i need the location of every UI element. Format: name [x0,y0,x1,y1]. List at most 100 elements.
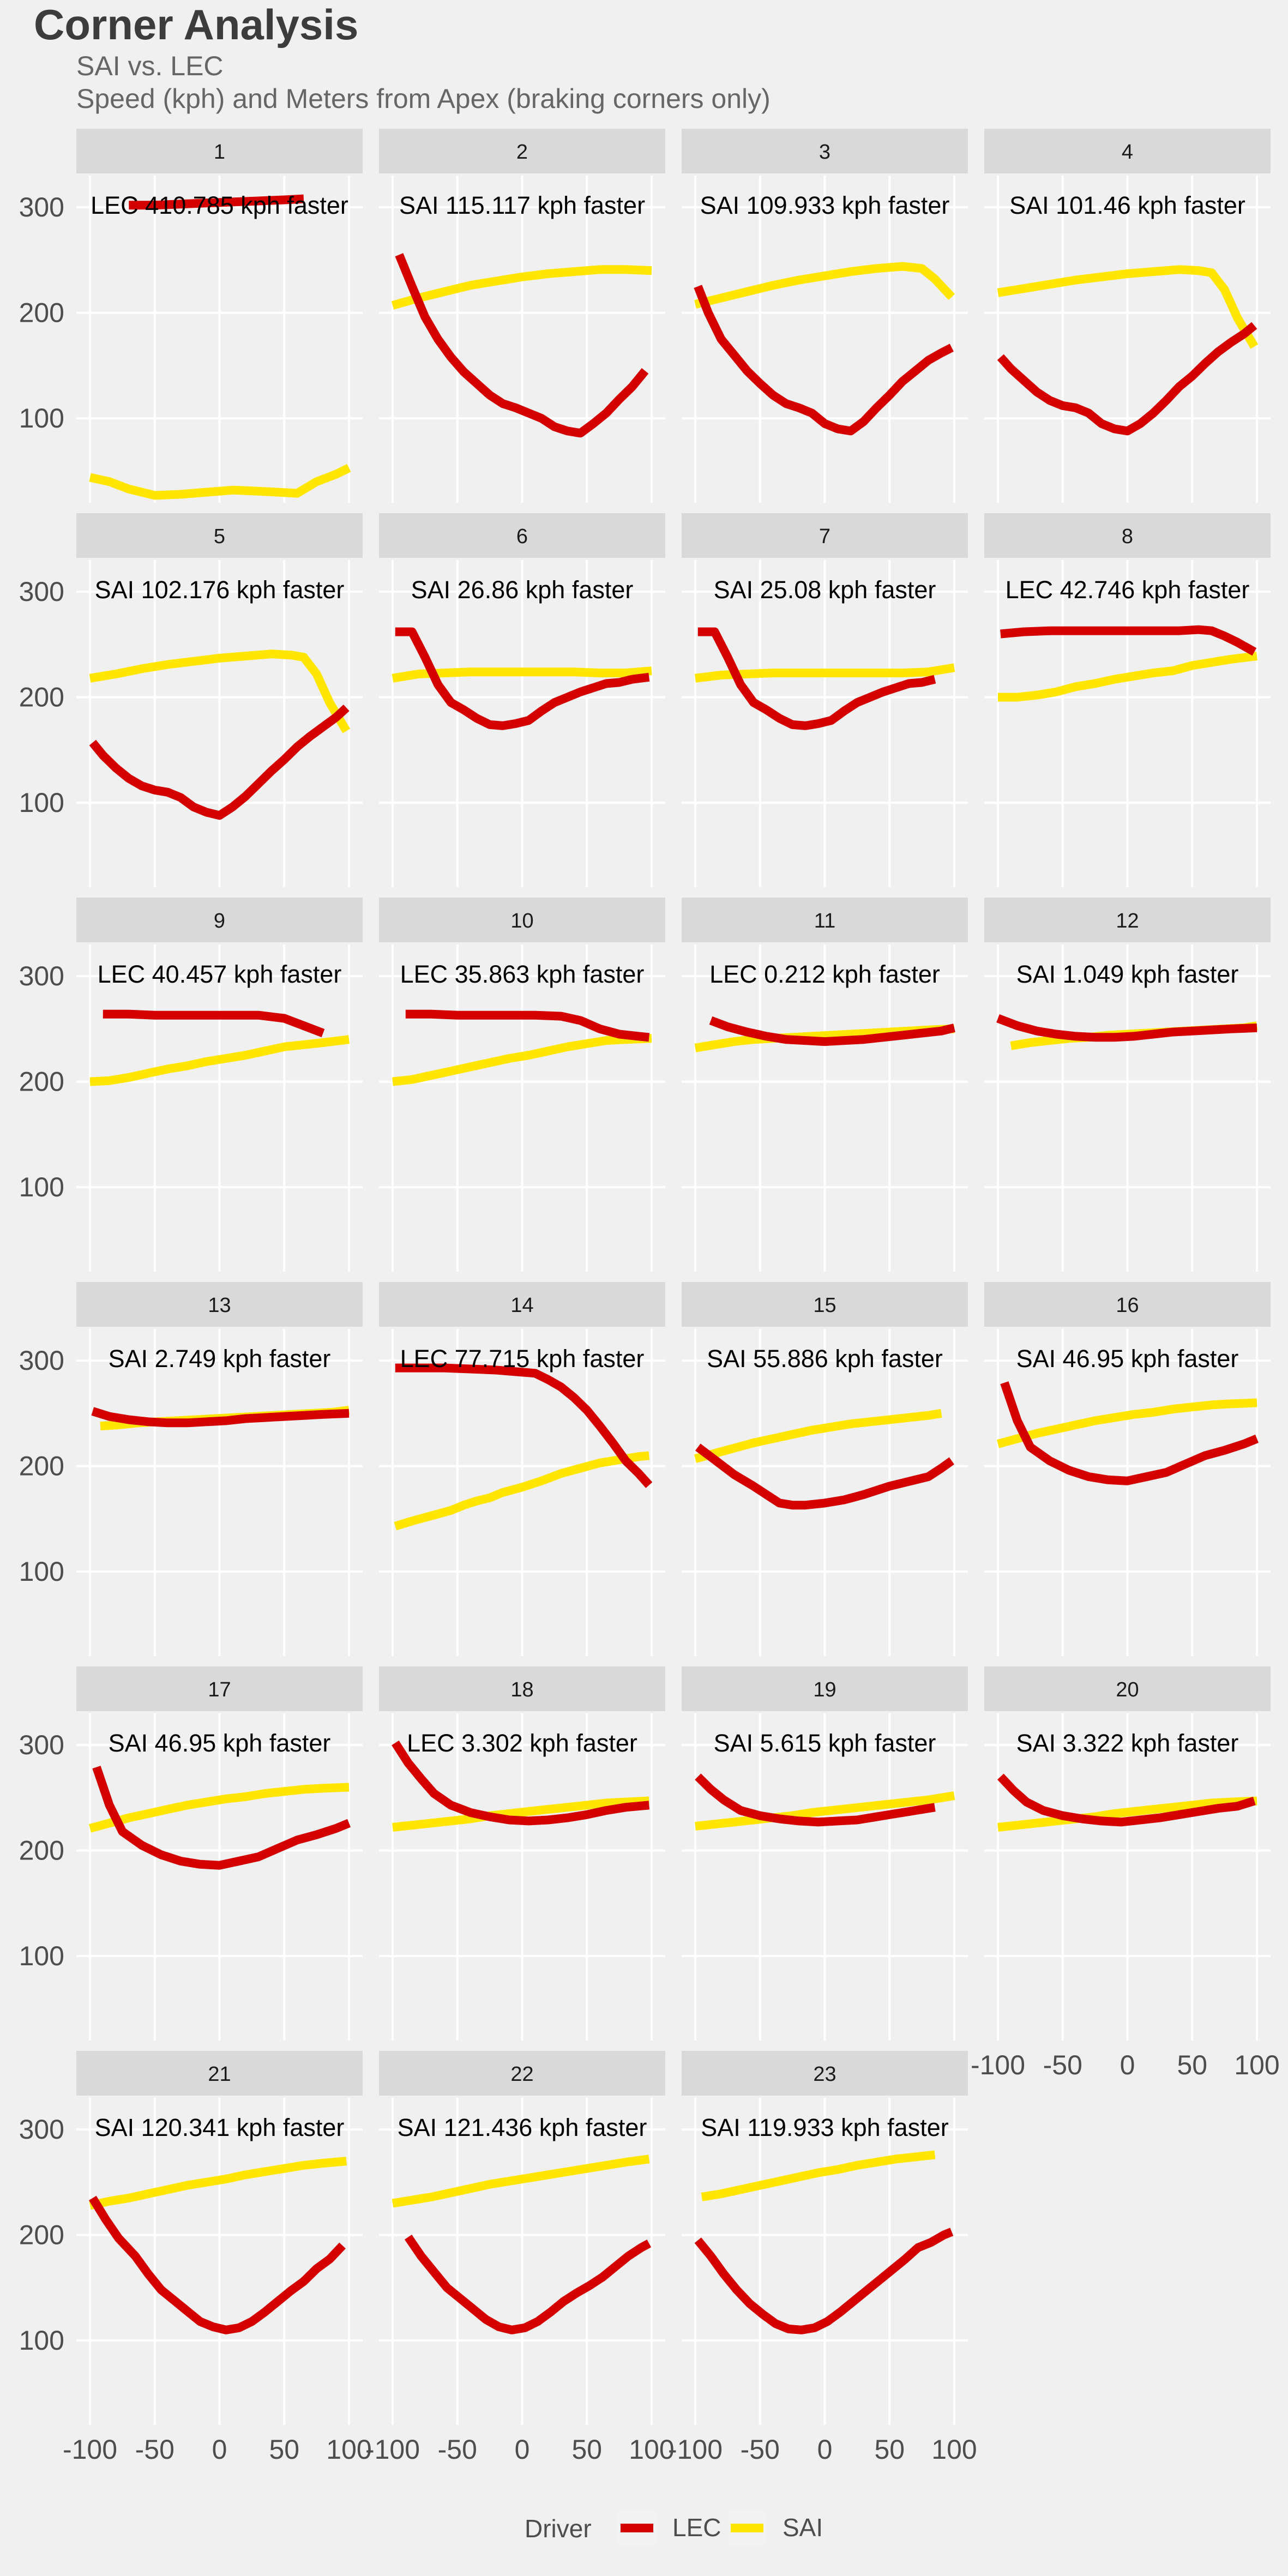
facet-panel-23: 23 SAI 119.933 kph faster [682,2051,968,2425]
x-tick-label: 0 [212,2434,227,2465]
annotation-label: SAI 101.46 kph faster [1009,191,1245,219]
facet-panel-2: 2 SAI 115.117 kph faster [379,129,665,503]
facet-panel-15: 15 SAI 55.886 kph faster [682,1282,968,1656]
x-tick-label: -100 [971,2050,1025,2080]
facet-strip-label: 23 [813,2063,836,2086]
series-line-lec [695,1443,954,1510]
series-line-sai [694,262,955,309]
facet-strip-label: 4 [1122,141,1133,164]
chart-title: Corner Analysis [34,1,358,49]
series-line-lec [129,194,304,210]
y-tick-label: 100 [19,403,64,434]
facet-panel-5: 5 SAI 102.176 kph faster [76,513,363,887]
series-line-lec [996,1014,1257,1042]
facet-panel-8: 8 LEC 42.746 kph faster [984,513,1271,887]
annotation-label: SAI 109.933 kph faster [700,191,950,219]
x-tick-label: 100 [326,2434,371,2465]
series-line-lec [395,253,649,438]
x-tick-label: 50 [571,2434,602,2465]
facet-strip [984,1282,1271,1327]
facet-strip [682,129,968,173]
chart-subtitle-description: Speed (kph) and Meters from Apex (brakin… [76,83,771,114]
annotation-label: LEC 40.457 kph faster [98,960,342,988]
annotation-label: LEC 0.212 kph faster [709,960,940,988]
facet-strip-label: 10 [510,910,533,932]
x-tick-label: 50 [874,2434,905,2465]
facet-strip-label: 16 [1116,1294,1139,1317]
facet-strip [984,898,1271,942]
legend-label-sai: SAI [783,2513,823,2542]
facet-strip-label: 9 [214,910,225,932]
facet-panel-6: 6 SAI 26.86 kph faster [379,513,665,887]
annotation-label: SAI 46.95 kph faster [109,1729,331,1757]
facet-panel-1: 1 LEC 410.785 kph faster [76,129,363,503]
facet-panel-20: 20 SAI 3.322 kph faster [984,1666,1271,2041]
series-line-lec [1000,625,1257,656]
facet-strip [682,1666,968,1711]
x-tick-label: -50 [1043,2050,1082,2080]
facet-strip-label: 13 [208,1294,231,1317]
series-line-sai [89,1035,350,1086]
facet-strip-label: 6 [516,525,528,548]
annotation-label: SAI 25.08 kph faster [714,576,936,604]
series-line-lec [89,705,350,820]
x-tick-label: -50 [135,2434,174,2465]
series-line-lec [404,2234,652,2334]
facet-strip [379,129,665,173]
annotation-label: LEC 410.785 kph faster [91,191,348,219]
facet-strip-label: 5 [214,525,225,548]
x-tick-label: 0 [1120,2050,1135,2080]
facet-strip [682,1282,968,1327]
series-line-sai [89,2157,347,2210]
facet-strip-label: 14 [510,1294,533,1317]
series-line-lec [697,627,936,730]
facet-panel-19: 19 SAI 5.615 kph faster [682,1666,968,2041]
facet-panel-3: 3 SAI 109.933 kph faster [682,129,968,503]
facet-panel-13: 13 SAI 2.749 kph faster [76,1282,363,1656]
x-tick-label: -100 [365,2434,420,2465]
facet-panel-4: 4 SAI 101.46 kph faster [984,129,1271,503]
facet-panel-16: 16 SAI 46.95 kph faster [984,1282,1271,1656]
facet-panel-14: 14 LEC 77.715 kph faster [379,1282,665,1656]
facet-strip-label: 22 [510,2063,533,2086]
series-line-lec [392,1740,650,1826]
x-tick-label: -100 [63,2434,117,2465]
series-line-sai [392,1034,652,1086]
facet-strip [984,129,1271,173]
series-line-sai [701,2150,936,2201]
y-tick-label: 200 [19,682,64,713]
facet-strip [76,513,363,558]
series-line-sai [695,1791,955,1831]
series-line-lec [88,2195,346,2334]
series-line-sai [391,265,652,310]
facet-strip [682,898,968,942]
facet-panel-22: 22 SAI 121.436 kph faster [379,2051,665,2425]
facet-strip-label: 18 [510,1678,533,1701]
annotation-label: LEC 35.863 kph faster [400,960,645,988]
y-tick-label: 300 [19,961,64,991]
series-line-lec [997,1773,1256,1827]
series-line-lec [405,1009,650,1042]
chart-subtitle-drivers: SAI vs. LEC [76,51,224,81]
series-line-lec [395,1363,653,1488]
facet-strip [76,129,363,173]
annotation-label: SAI 119.933 kph faster [701,2114,948,2141]
facet-strip [379,1666,665,1711]
series-line-sai [392,2154,650,2208]
x-tick-label: 0 [817,2434,833,2465]
facet-strip-label: 20 [1116,1678,1139,1701]
facet-strip [76,898,363,942]
facet-panel-17: 17 SAI 46.95 kph faster [76,1666,363,2041]
y-tick-label: 300 [19,1730,64,1760]
annotation-label: SAI 26.86 kph faster [411,576,634,604]
series-line-lec [91,1407,350,1428]
annotation-label: SAI 2.749 kph faster [109,1345,331,1373]
facet-strip-label: 12 [1116,910,1139,932]
annotation-label: SAI 3.322 kph faster [1016,1729,1239,1757]
y-tick-label: 100 [19,1941,64,1971]
annotation-label: LEC 3.302 kph faster [407,1729,637,1757]
legend: Driver LEC SAI [525,2511,823,2545]
x-tick-label: 50 [1177,2050,1207,2080]
facet-strip [379,2051,665,2096]
